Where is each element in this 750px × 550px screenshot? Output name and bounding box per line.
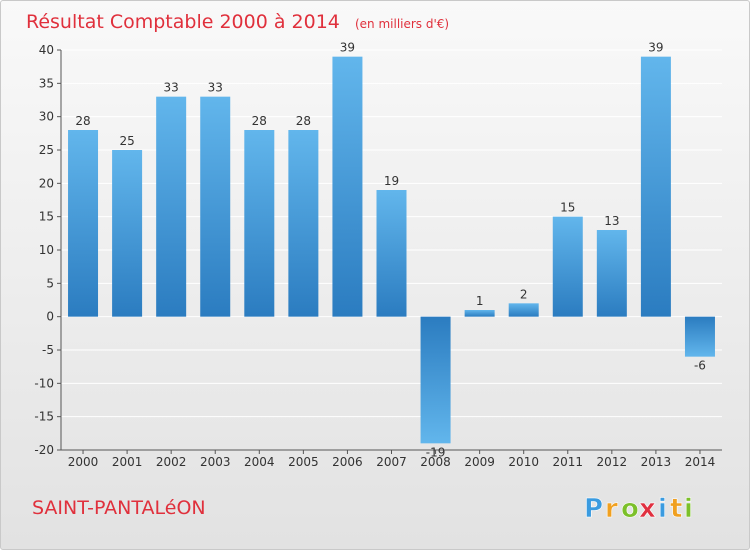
bar-2008 xyxy=(420,316,451,444)
y-tick-label: 30 xyxy=(39,110,54,124)
y-tick-label: -20 xyxy=(34,443,54,457)
logo-letter: r xyxy=(605,494,618,524)
value-label-2002: 33 xyxy=(164,81,179,95)
value-label-2000: 28 xyxy=(75,114,90,128)
chart-title: Résultat Comptable 2000 à 2014 (en milli… xyxy=(26,11,449,33)
y-tick-label: -15 xyxy=(34,410,54,424)
bar-2011 xyxy=(552,216,583,317)
value-label-2006: 39 xyxy=(340,41,355,55)
y-tick-label: -5 xyxy=(42,343,54,357)
y-tick-label: 25 xyxy=(39,143,54,157)
bar-2014 xyxy=(684,316,715,357)
value-label-2001: 25 xyxy=(119,134,134,148)
x-tick-label: 2011 xyxy=(552,455,583,469)
bars xyxy=(68,56,715,444)
bar-2006 xyxy=(332,56,363,317)
value-label-2004: 28 xyxy=(252,114,267,128)
x-tick-label: 2008 xyxy=(420,455,451,469)
commune-name: SAINT-PANTALéON xyxy=(32,497,206,519)
bar-2005 xyxy=(288,130,319,317)
value-label-2012: 13 xyxy=(604,214,619,228)
value-label-2013: 39 xyxy=(648,41,663,55)
x-tick-label: 2014 xyxy=(685,455,716,469)
y-tick-label: 40 xyxy=(39,43,54,57)
x-tick-label: 2000 xyxy=(68,455,99,469)
y-tick-label: 0 xyxy=(46,310,54,324)
x-tick-label: 2007 xyxy=(376,455,407,469)
y-tick-label: 10 xyxy=(39,243,54,257)
value-label-2010: 2 xyxy=(520,287,528,301)
y-tick-label: 15 xyxy=(39,210,54,224)
x-tick-label: 2012 xyxy=(597,455,628,469)
logo-letter: o xyxy=(621,494,639,524)
y-tick-label: -10 xyxy=(34,376,54,390)
logo-letter: P xyxy=(584,494,603,524)
bar-2012 xyxy=(596,230,627,317)
value-label-2003: 33 xyxy=(208,81,223,95)
chart-title-main: Résultat Comptable 2000 à 2014 xyxy=(26,11,340,33)
value-label-2014: -6 xyxy=(694,359,706,373)
bar-2007 xyxy=(376,190,407,317)
value-label-2005: 28 xyxy=(296,114,311,128)
x-tick-label: 2003 xyxy=(200,455,231,469)
bar-2000 xyxy=(68,130,99,317)
x-tick-label: 2010 xyxy=(508,455,539,469)
bar-2013 xyxy=(640,56,671,317)
value-label-2009: 1 xyxy=(476,294,484,308)
x-tick-label: 2002 xyxy=(156,455,187,469)
x-tick-label: 2013 xyxy=(641,455,672,469)
bar-2004 xyxy=(244,130,275,317)
x-tick-label: 2004 xyxy=(244,455,275,469)
bar-2002 xyxy=(156,96,187,317)
logo-letter: x xyxy=(639,494,656,524)
logo-letter: t xyxy=(670,494,682,524)
logo-letter: i xyxy=(684,494,693,524)
x-tick-label: 2001 xyxy=(112,455,143,469)
y-tick-label: 20 xyxy=(39,176,54,190)
bar-2009 xyxy=(464,310,495,317)
y-tick-label: 5 xyxy=(46,276,54,290)
y-tick-labels: -20 -15 -10 -5 0 5 10 15 20 25 30 35 40 xyxy=(34,43,54,457)
x-tick-label: 2009 xyxy=(464,455,495,469)
value-label-2011: 15 xyxy=(560,201,575,215)
bar-2003 xyxy=(200,96,231,317)
value-label-2007: 19 xyxy=(384,174,399,188)
chart-title-unit: (en milliers d'€) xyxy=(355,17,449,31)
x-tick-labels: 2000 2001 2002 2003 2004 2005 2006 2007 2008 2009… xyxy=(68,450,715,469)
bar-2010 xyxy=(508,303,539,317)
bar-2001 xyxy=(112,150,143,317)
logo-letter: i xyxy=(658,494,667,524)
x-tick-label: 2006 xyxy=(332,455,363,469)
y-tick-label: 35 xyxy=(39,76,54,90)
x-tick-label: 2005 xyxy=(288,455,319,469)
